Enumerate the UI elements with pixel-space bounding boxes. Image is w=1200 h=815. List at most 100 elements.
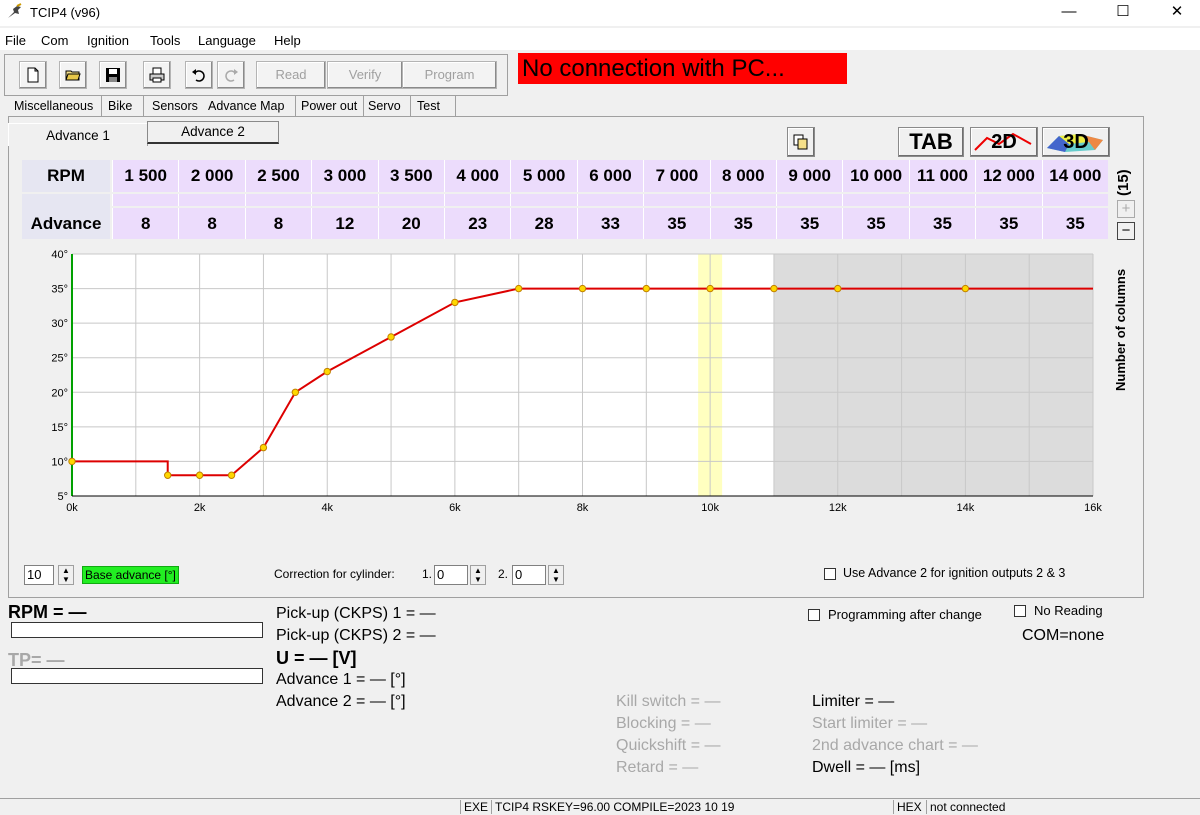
status-connection: not connected [926,800,1005,814]
remove-column-button[interactable]: − [1117,222,1135,240]
3d-chart-icon [1047,134,1103,152]
programming-after-change-checkbox[interactable] [808,609,820,621]
cyl2-spinner[interactable]: ▲ ▼ [548,565,564,585]
tab-advance-map[interactable]: Advance Map [203,96,296,116]
column-count: (15) [1115,169,1132,196]
menu-help[interactable]: Help [274,33,301,48]
spacer-cell [311,194,378,206]
3d-label: 3D [1063,131,1089,153]
maximize-button[interactable]: ☐ [1116,3,1130,20]
spacer-cell [776,194,843,206]
data-point [291,388,300,396]
advance-cell[interactable]: 35 [643,208,710,239]
print-button[interactable] [143,61,171,89]
2d-view-button[interactable]: 2D [970,127,1038,157]
add-column-button[interactable]: + [1117,200,1135,218]
close-button[interactable]: ✕ [1170,3,1184,20]
tab-sensors[interactable]: Sensors [147,96,206,116]
data-point [578,284,587,293]
tab-power-out[interactable]: Power out [296,96,364,116]
minimize-button[interactable]: — [1061,3,1077,20]
tab-test[interactable]: Test [412,96,456,116]
rpm-cell[interactable]: 3 500 [377,160,444,192]
advance-cell[interactable]: 35 [776,208,843,239]
menu-ignition[interactable]: Ignition [87,33,129,48]
spacer-cell [1041,194,1108,206]
advance-cell[interactable]: 35 [908,208,976,239]
advance-cell[interactable]: 23 [444,208,511,239]
rpm-cell[interactable]: 6 000 [576,160,644,192]
status-exe: EXE [460,800,488,814]
advance-cell[interactable]: 28 [510,208,577,239]
advance-cell[interactable]: 35 [1041,208,1108,239]
advance2-readout: Advance 2 = — [°] [276,693,406,710]
copy-button[interactable] [787,127,815,157]
start-limiter-readout: Start limiter = — [812,715,928,732]
spacer-cell [975,194,1042,206]
rpm-cell[interactable]: 2 500 [244,160,312,192]
advance-cell[interactable]: 8 [178,208,245,239]
redo-icon [225,69,238,82]
subtab-advance-1[interactable]: Advance 1 [8,123,148,146]
save-button[interactable] [99,61,127,89]
3d-view-button[interactable]: 3D [1042,127,1110,157]
advance-cell[interactable]: 33 [576,208,644,239]
menu-tools[interactable]: Tools [150,33,181,48]
cyl2-label: 2. [498,567,509,581]
menu-file[interactable]: File [5,33,26,48]
advance-cell[interactable]: 35 [842,208,909,239]
base-advance-input[interactable]: 10 [24,565,54,585]
x-tick-label: 16k [1084,502,1102,514]
data-point [706,284,714,293]
advance-cell[interactable]: 8 [112,208,179,239]
rpm-cell[interactable]: 1 500 [112,160,179,192]
advance-cell[interactable]: 35 [975,208,1042,239]
rpm-cell[interactable]: 10 000 [842,160,909,192]
tab-bike[interactable]: Bike [103,96,144,116]
advance-cell[interactable]: 35 [709,208,776,239]
com-status: COM=none [1022,627,1105,644]
advance-cell[interactable]: 8 [244,208,312,239]
rpm-cell[interactable]: 7 000 [643,160,710,192]
advance-chart[interactable]: 5° 10° 15° 20° 25° 30° 35° 40° 0k 2k 4k 6k 8k 10k 12k 1… [22,244,1112,519]
status-hex: HEX [893,800,922,814]
cyl1-correction-input[interactable]: 0 [434,565,468,585]
spacer-cell [178,194,245,206]
tab-miscellaneous[interactable]: Miscellaneous [9,96,102,116]
subtab-advance-2[interactable]: Advance 2 [147,121,279,144]
open-file-button[interactable] [59,61,87,89]
rpm-cell[interactable]: 11 000 [908,160,976,192]
program-button[interactable]: Program [402,61,497,89]
rpm-cell[interactable]: 3 000 [311,160,378,192]
tp-bar [11,668,263,684]
use-advance2-checkbox[interactable] [824,568,836,580]
rpm-cell[interactable]: 14 000 [1041,160,1108,192]
no-reading-checkbox[interactable] [1014,605,1026,617]
rpm-cell[interactable]: 12 000 [975,160,1042,192]
tab-servo[interactable]: Servo [363,96,411,116]
undo-button[interactable] [185,61,213,89]
rpm-cell[interactable]: 5 000 [510,160,577,192]
rpm-cell[interactable]: 2 000 [178,160,245,192]
rpm-cell[interactable]: 9 000 [776,160,843,192]
open-folder-icon [65,70,81,81]
read-button[interactable]: Read [256,61,326,89]
side-label-text: Number of columns [1113,268,1128,392]
cyl1-label: 1. [422,567,433,581]
correction-label: Correction for cylinder: [274,567,395,581]
tab-view-button[interactable]: TAB [898,127,964,157]
redo-button[interactable] [217,61,245,89]
rpm-cell[interactable]: 8 000 [709,160,776,192]
menu-com[interactable]: Com [41,33,69,48]
new-file-button[interactable] [19,61,47,89]
cyl2-correction-input[interactable]: 0 [512,565,546,585]
cyl1-spinner[interactable]: ▲ ▼ [470,565,486,585]
advance-cell[interactable]: 20 [377,208,444,239]
verify-button[interactable]: Verify [327,61,403,89]
base-advance-spinner[interactable]: ▲ ▼ [58,565,74,585]
no-reading-label: No Reading [1034,603,1103,618]
menu-language[interactable]: Language [198,33,256,48]
rpm-cell[interactable]: 4 000 [444,160,511,192]
title-bar: TCIP4 (v96) — ☐ ✕ [0,0,1200,26]
advance-cell[interactable]: 12 [311,208,378,239]
